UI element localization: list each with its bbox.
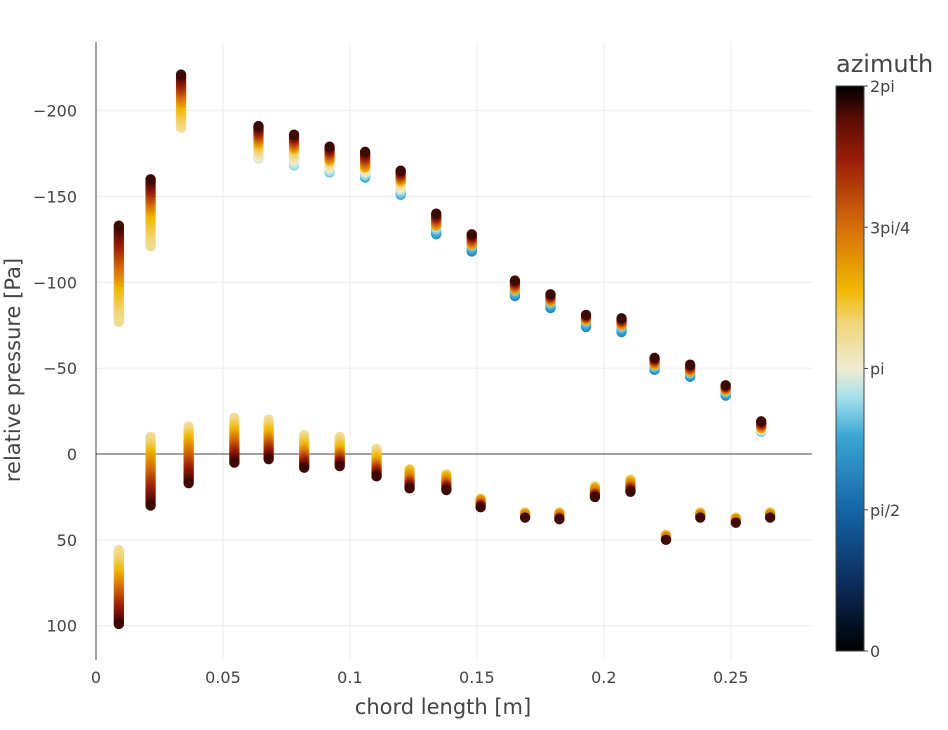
x-tick-label: 0.2 xyxy=(591,668,616,687)
y-axis-label: relative pressure [Pa] xyxy=(1,258,25,482)
tick-labels-layer: 0 0.05 0.1 0.15 0.2 0.25 −200 −150 −100 −50 0 50 100 xyxy=(33,102,749,687)
data-point xyxy=(730,517,742,528)
data-points-layer xyxy=(113,69,776,630)
data-point xyxy=(113,220,125,231)
y-tick-label: 50 xyxy=(57,531,77,550)
data-point xyxy=(145,500,156,511)
data-point xyxy=(695,512,706,523)
data-point xyxy=(466,229,477,240)
data-point xyxy=(183,477,194,489)
colorbar-ticks: 0 pi/2 pi 3pi/4 2pi xyxy=(864,77,910,661)
x-tick-label: 0.1 xyxy=(337,668,362,687)
data-point xyxy=(589,491,601,503)
x-tick-label: 0 xyxy=(91,668,101,687)
data-point xyxy=(625,486,636,497)
data-point xyxy=(756,416,767,427)
x-tick-label: 0.25 xyxy=(713,668,749,687)
data-point xyxy=(554,514,565,525)
colorbar-tick-label: 0 xyxy=(870,642,880,661)
y-tick-label: −150 xyxy=(33,188,77,207)
data-point xyxy=(324,141,335,152)
data-point xyxy=(253,120,264,132)
data-point xyxy=(764,512,776,523)
data-point xyxy=(175,69,187,80)
data-point xyxy=(720,380,731,391)
x-tick-label: 0.05 xyxy=(205,668,241,687)
data-point xyxy=(649,352,660,364)
colorbar: azimuth 0 pi/2 pi 3pi/4 2pi xyxy=(835,50,933,661)
data-point xyxy=(519,512,531,523)
colorbar-tick-label: pi/2 xyxy=(870,501,900,520)
colorbar-title: azimuth xyxy=(836,50,933,78)
colorbar-tick-label: pi xyxy=(870,360,885,379)
y-tick-label: −50 xyxy=(43,359,77,378)
data-point xyxy=(395,165,406,176)
data-point xyxy=(441,484,452,496)
data-point xyxy=(545,289,556,300)
data-point xyxy=(684,359,696,370)
data-point xyxy=(113,618,125,630)
data-point xyxy=(371,471,382,482)
data-point xyxy=(229,457,240,468)
y-tick-label: −200 xyxy=(33,102,77,121)
data-point xyxy=(359,146,371,158)
data-point xyxy=(263,453,274,465)
colorbar-tick-label: 2pi xyxy=(870,77,895,96)
data-point xyxy=(145,174,156,185)
y-tick-label: 100 xyxy=(46,617,77,636)
data-point xyxy=(298,462,310,473)
data-point xyxy=(288,129,300,140)
data-point xyxy=(616,313,627,324)
y-tick-label: −100 xyxy=(33,273,77,292)
data-point xyxy=(404,483,415,494)
x-tick-label: 0.15 xyxy=(459,668,495,687)
colorbar-tick-label: 3pi/4 xyxy=(870,218,910,237)
y-tick-label: 0 xyxy=(67,445,77,464)
data-point xyxy=(334,460,345,472)
data-point xyxy=(660,534,672,546)
data-point xyxy=(509,275,521,286)
data-point xyxy=(580,309,592,321)
grid-layer xyxy=(96,42,812,660)
data-point xyxy=(431,208,442,219)
colorbar-gradient xyxy=(835,85,865,652)
x-axis-label: chord length [m] xyxy=(355,695,531,719)
data-point xyxy=(475,502,486,513)
